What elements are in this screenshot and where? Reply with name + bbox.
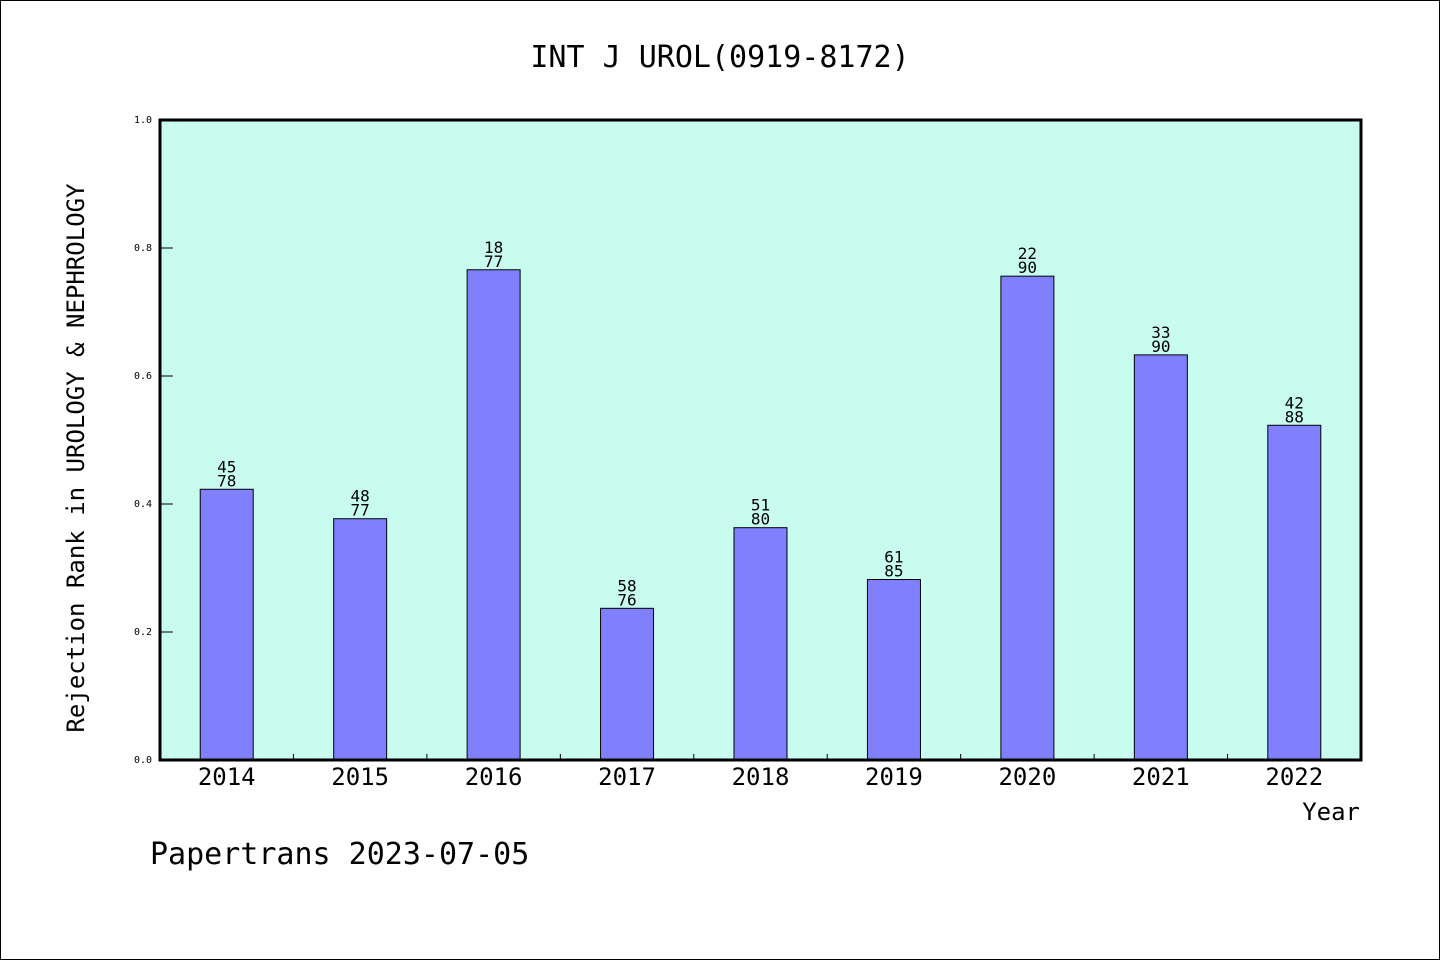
x-tick-label: 2019 bbox=[865, 763, 923, 791]
bar-label-bottom: 85 bbox=[884, 562, 903, 581]
bar-label-top: 61 bbox=[884, 548, 903, 567]
bar-2018 bbox=[733, 527, 788, 761]
x-tick-label: 2017 bbox=[598, 763, 656, 791]
bar-label-top: 33 bbox=[1151, 323, 1170, 342]
bar-2020 bbox=[1000, 275, 1055, 761]
bar-2016 bbox=[466, 269, 521, 761]
bar-label-bottom: 90 bbox=[1018, 258, 1037, 277]
x-tick-label: 2015 bbox=[331, 763, 389, 791]
bar-label-bottom: 88 bbox=[1285, 407, 1304, 426]
bar-2015 bbox=[333, 518, 388, 761]
bar-label-top: 51 bbox=[751, 496, 770, 515]
x-tick-label: 2020 bbox=[998, 763, 1056, 791]
y-axis-label: Rejection Rank in UROLOGY & NEPHROLOGY bbox=[62, 183, 90, 733]
x-tick-label: 2022 bbox=[1265, 763, 1323, 791]
footer-text: Papertrans 2023-07-05 bbox=[150, 837, 529, 872]
bar-2017 bbox=[600, 607, 655, 761]
bar-label-top: 18 bbox=[484, 238, 503, 257]
y-tick-label: 0.6 bbox=[134, 371, 152, 382]
bar-2019 bbox=[866, 579, 921, 761]
y-tick-label: 0.8 bbox=[134, 243, 152, 254]
y-tick-label: 0.2 bbox=[134, 627, 152, 638]
bar-label-top: 45 bbox=[217, 457, 236, 476]
x-tick-label: 2018 bbox=[732, 763, 790, 791]
x-tick-label: 2016 bbox=[465, 763, 523, 791]
bar-2022 bbox=[1267, 424, 1322, 761]
plot-border bbox=[158, 118, 1363, 762]
bar-label-bottom: 80 bbox=[751, 510, 770, 529]
y-tick-label: 0.0 bbox=[134, 755, 152, 766]
x-axis-label: Year bbox=[1302, 798, 1360, 826]
chart-title: INT J UROL(0919-8172) bbox=[530, 40, 909, 75]
bar-label-bottom: 77 bbox=[351, 501, 370, 520]
y-tick-label: 0.4 bbox=[134, 499, 152, 510]
bar-label-bottom: 76 bbox=[617, 590, 636, 609]
bar-label-top: 22 bbox=[1018, 244, 1037, 263]
bar-label-bottom: 78 bbox=[217, 471, 236, 490]
x-tick-label: 2014 bbox=[198, 763, 256, 791]
bar-label-top: 42 bbox=[1285, 393, 1304, 412]
bar-label-top: 48 bbox=[351, 487, 370, 506]
bar-label-top: 58 bbox=[617, 576, 636, 595]
bar-label-bottom: 90 bbox=[1151, 337, 1170, 356]
y-tick-label: 1.0 bbox=[134, 115, 152, 126]
bar-label-bottom: 77 bbox=[484, 252, 503, 271]
bar-2014 bbox=[199, 488, 254, 761]
bar-2021 bbox=[1133, 354, 1188, 761]
x-tick-label: 2021 bbox=[1132, 763, 1190, 791]
